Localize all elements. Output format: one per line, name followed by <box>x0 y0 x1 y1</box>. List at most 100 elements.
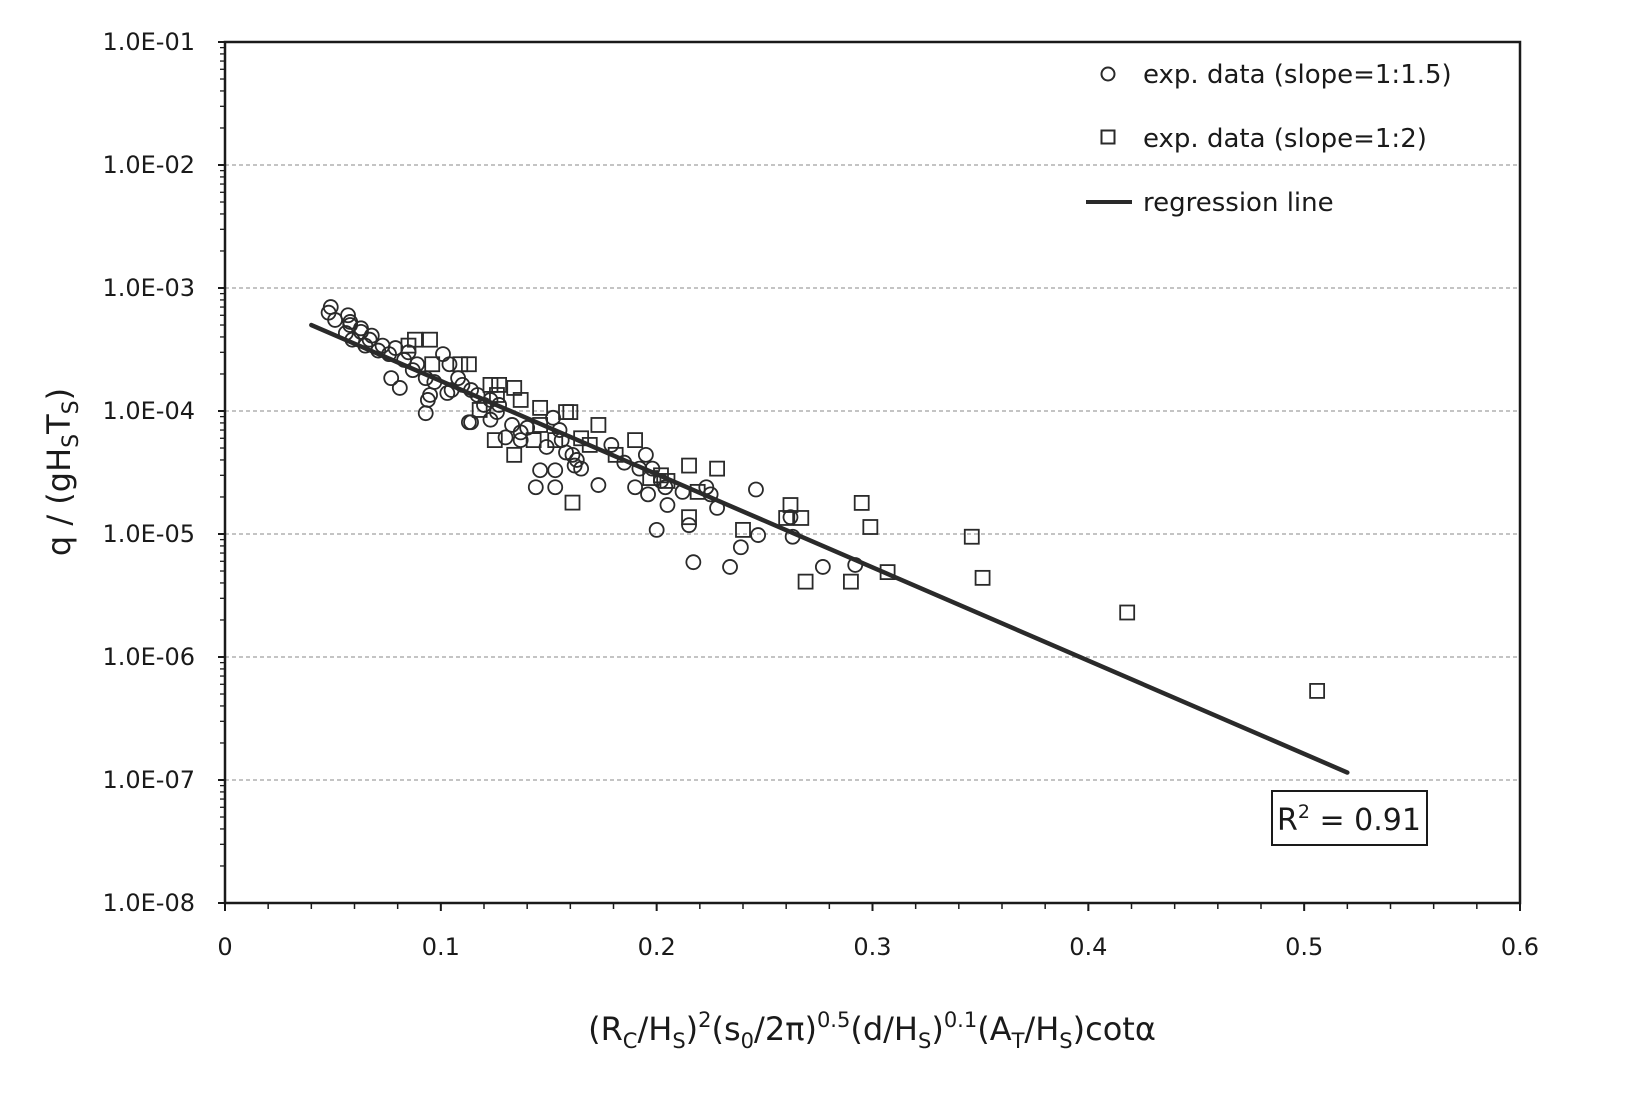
data-point-circle <box>527 479 544 496</box>
data-point-square <box>627 432 643 448</box>
y-tick-label: 1.0E-03 <box>102 274 195 302</box>
data-point-square <box>681 457 697 474</box>
data-point-circle <box>463 382 479 398</box>
data-point-square <box>642 470 659 486</box>
data-point-square <box>422 331 438 348</box>
data-point-square <box>963 528 980 545</box>
data-point-circle <box>659 497 676 513</box>
data-point-circle <box>627 479 643 496</box>
data-point-circle <box>491 397 508 413</box>
data-point-square <box>532 417 549 433</box>
y-tick-label: 1.0E-02 <box>102 151 195 179</box>
data-point-square <box>778 510 795 526</box>
data-point-square <box>547 432 564 448</box>
data-point-circle <box>532 462 549 479</box>
y-tick-labels: 1.0E-01 1.0E-02 1.0E-03 1.0E-04 1.0E-05 1.0E-… <box>102 28 195 917</box>
data-point-circle <box>702 486 719 503</box>
data-point-square <box>689 483 706 500</box>
data-point-circle <box>489 404 505 420</box>
data-point-square <box>590 417 607 433</box>
data-point-square <box>1119 604 1136 621</box>
annotation-text: R2 = 0.91 <box>1277 801 1421 838</box>
data-point-square <box>853 494 870 511</box>
data-point-square <box>797 573 814 590</box>
data-point-square <box>879 564 896 581</box>
x-tick-label: 0.5 <box>1285 933 1323 961</box>
data-point-square <box>862 519 879 535</box>
data-point-circle <box>637 446 654 463</box>
data-point-circle <box>417 405 434 422</box>
x-axis-label: (RC/HS)2(s0/2π)0.5(d/HS)0.1(AT/HS)cotα <box>588 1008 1156 1053</box>
legend-circle-marker <box>1100 66 1116 82</box>
data-point-circle <box>454 377 471 393</box>
data-point-circle <box>722 559 738 575</box>
legend: exp. data (slope=1:1.5) exp. data (slope… <box>1086 60 1452 218</box>
data-point-circle <box>353 320 369 337</box>
x-tick-label: 0.6 <box>1501 933 1539 961</box>
data-point-circle <box>709 500 725 516</box>
r-squared-annotation: R2 = 0.91 <box>1271 790 1428 846</box>
data-point-square <box>607 446 624 463</box>
data-point-square <box>1309 683 1326 699</box>
plot-frame <box>223 40 1522 905</box>
data-point-square <box>506 446 523 463</box>
legend-label-squares: exp. data (slope=1:2) <box>1143 124 1427 154</box>
data-point-square <box>735 521 751 538</box>
data-point-circle <box>750 527 767 543</box>
data-point-circle <box>674 483 691 500</box>
data-point-circle <box>435 346 451 363</box>
annotation-box <box>1271 790 1428 846</box>
data-point-circle <box>681 517 697 534</box>
legend-label-circles: exp. data (slope=1:1.5) <box>1143 60 1452 90</box>
y-tick-label: 1.0E-07 <box>102 766 195 794</box>
data-point-circle <box>551 422 568 438</box>
data-point-circle <box>370 342 387 359</box>
data-point-circle <box>547 479 564 496</box>
data-point-square <box>525 432 542 448</box>
data-point-square <box>581 437 598 453</box>
data-point-square <box>452 356 469 373</box>
data-point-square <box>782 497 799 513</box>
data-point-circle <box>685 554 702 571</box>
data-point-circle <box>640 486 656 503</box>
y-tick-label: 1.0E-01 <box>102 28 195 56</box>
data-marks <box>309 299 1350 775</box>
data-point-circle <box>564 446 581 463</box>
data-point-square <box>471 402 488 418</box>
y-tick-label: 1.0E-08 <box>102 889 195 917</box>
data-point-circle <box>748 481 764 498</box>
data-point-circle <box>566 457 583 474</box>
data-point-square <box>562 404 579 420</box>
data-point-square <box>793 510 810 526</box>
data-point-circle <box>361 331 378 348</box>
y-tick-label: 1.0E-05 <box>102 520 195 548</box>
data-point-circle <box>648 521 665 538</box>
x-tick-labels: 0 0.1 0.2 0.3 0.4 0.5 0.6 <box>217 933 1539 961</box>
data-point-square <box>486 432 503 448</box>
data-point-circle <box>732 539 749 556</box>
data-point-circle <box>847 557 864 573</box>
regression-line <box>309 322 1350 775</box>
x-tick-label: 0.1 <box>422 933 460 961</box>
data-point-circle <box>422 387 438 403</box>
data-point-square <box>564 494 581 511</box>
data-point-circle <box>340 307 356 324</box>
data-point-square <box>709 460 725 477</box>
data-point-square <box>489 387 505 403</box>
data-point-square <box>491 377 508 393</box>
x-tick-label: 0.4 <box>1069 933 1107 961</box>
data-point-circle <box>439 385 456 401</box>
data-point-square <box>843 573 859 590</box>
data-point-circle <box>504 417 520 433</box>
data-point-circle <box>497 429 514 446</box>
data-point-circle <box>463 414 479 431</box>
data-point-square <box>558 404 574 420</box>
data-point-square <box>659 473 676 489</box>
grid-lines <box>225 164 1520 781</box>
data-point-circle <box>590 477 607 493</box>
y-axis-label: q / (gHSTS) <box>40 388 84 556</box>
data-point-circle <box>603 437 620 453</box>
legend-label-regression: regression line <box>1143 188 1334 218</box>
data-point-square <box>512 392 529 408</box>
